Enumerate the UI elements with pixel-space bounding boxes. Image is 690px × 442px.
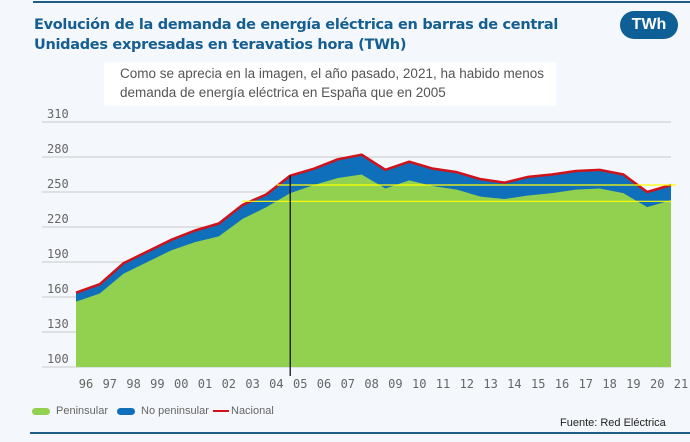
x-tick-label: 18 <box>602 377 616 391</box>
x-tick-label: 03 <box>245 377 259 391</box>
nacional-swatch <box>213 410 229 412</box>
note-line-2: demanda de energía eléctrica en España q… <box>120 85 446 100</box>
y-tick-label: 220 <box>47 212 69 226</box>
x-tick-label: 14 <box>507 377 521 391</box>
nacional-line <box>75 153 672 294</box>
x-tick-label: 10 <box>412 377 426 391</box>
x-tick-label: 08 <box>364 377 378 391</box>
x-tick-label: 07 <box>341 377 355 391</box>
x-tick-label: 19 <box>626 377 640 391</box>
subtitle-line: Unidades expresadas en teravatios hora (… <box>34 37 407 53</box>
peninsular-area <box>76 174 671 367</box>
legend-label: Nacional <box>231 405 274 417</box>
x-tick-label: 99 <box>150 377 164 391</box>
annotation-note: Como se aprecia en la imagen, el año pas… <box>104 62 557 106</box>
x-tick-label: 98 <box>126 377 140 391</box>
legend-nacional: Nacional <box>213 405 274 417</box>
y-tick-label: 250 <box>47 177 69 191</box>
note-line-1: Como se aprecia en la imagen, el año pas… <box>120 66 545 81</box>
y-tick-label: 190 <box>47 247 69 261</box>
top-rule <box>33 1 690 3</box>
peninsular-swatch <box>32 407 50 415</box>
x-tick-label: 01 <box>198 377 212 391</box>
x-tick-label: 13 <box>483 377 497 391</box>
x-tick-label: 09 <box>388 377 402 391</box>
x-tick-label: 97 <box>103 377 117 391</box>
x-tick-label: 21 <box>674 377 688 391</box>
x-tick-label: 16 <box>555 377 569 391</box>
x-tick-label: 00 <box>174 377 188 391</box>
x-tick-label: 12 <box>460 377 474 391</box>
y-tick-label: 160 <box>47 282 69 296</box>
source-label: Fuente: Red Eléctrica <box>560 417 666 429</box>
x-tick-label: 15 <box>531 377 545 391</box>
legend-label: No peninsular <box>141 405 209 417</box>
legend-peninsular: Peninsular <box>32 405 108 417</box>
unit-badge: TWh <box>620 11 678 39</box>
x-tick-label: 17 <box>579 377 593 391</box>
bottom-rule <box>30 432 690 434</box>
y-tick-label: 280 <box>47 142 69 156</box>
chart-title: Evolución de la demanda de energía eléct… <box>34 15 558 55</box>
x-tick-label: 05 <box>293 377 307 391</box>
x-tick-label: 20 <box>650 377 664 391</box>
no-peninsular-swatch <box>117 407 135 415</box>
x-tick-label: 02 <box>222 377 236 391</box>
legend-no-peninsular: No peninsular <box>117 405 209 417</box>
x-tick-label: 11 <box>436 377 450 391</box>
y-tick-label: 130 <box>47 317 69 331</box>
y-tick-label: 310 <box>47 107 69 121</box>
y-tick-label: 100 <box>47 352 69 366</box>
x-tick-label: 96 <box>79 377 93 391</box>
x-tick-label: 06 <box>317 377 331 391</box>
title-line: Evolución de la demanda de energía eléct… <box>34 17 559 33</box>
legend-label: Peninsular <box>56 405 108 417</box>
x-tick-label: 04 <box>269 377 283 391</box>
